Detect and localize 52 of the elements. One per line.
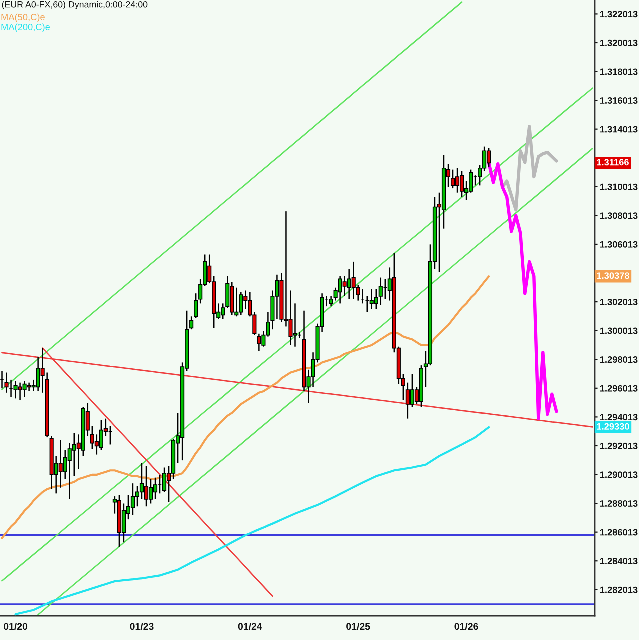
line-series bbox=[14, 426, 490, 616]
y-tick-label: 1.306013 bbox=[600, 241, 638, 248]
chart-title: (EUR A0-FX,60) Dynamic,0:00-24:00 bbox=[2, 1, 148, 10]
candlestick bbox=[153, 477, 158, 500]
x-tick-label: 01/24 bbox=[238, 622, 262, 630]
text: MA(50,C)e bbox=[2, 14, 45, 22]
candlestick bbox=[190, 316, 194, 330]
candlestick bbox=[162, 467, 167, 493]
y-tick-label: 1.322013 bbox=[600, 11, 638, 18]
y-tick-label: 1.318013 bbox=[600, 68, 638, 76]
line-series bbox=[2, 2, 463, 390]
y-tick-label: 1.316013 bbox=[600, 97, 638, 104]
y-tick-label: 1.290013 bbox=[600, 472, 638, 478]
y-tick-label: 1.286013 bbox=[600, 529, 638, 536]
candlestick bbox=[130, 482, 136, 516]
y-tick-label: 1.292013 bbox=[600, 442, 638, 450]
candlestick bbox=[450, 169, 456, 190]
y-tick-label: 1.282013 bbox=[600, 586, 638, 594]
y-tick-label: 1.310013 bbox=[600, 184, 638, 190]
candlestick bbox=[144, 466, 149, 508]
candlestick bbox=[140, 462, 144, 500]
x-tick-label: 01/26 bbox=[454, 622, 478, 630]
candlestick bbox=[135, 486, 140, 508]
annotation: 1.29330 bbox=[597, 423, 630, 430]
candlestick bbox=[460, 170, 464, 198]
y-tick-label: 1.308013 bbox=[600, 212, 638, 220]
candlestick bbox=[148, 478, 154, 504]
line-series bbox=[1, 276, 490, 540]
annotation: 1.30378 bbox=[597, 272, 630, 280]
candlestick bbox=[4, 372, 9, 394]
x-tick-label: 01/23 bbox=[130, 622, 154, 630]
y-tick-label: 1.300013 bbox=[600, 328, 638, 334]
y-tick-label: 1.314013 bbox=[600, 126, 638, 133]
line-series bbox=[500, 125, 558, 212]
y-tick-label: 1.298013 bbox=[600, 356, 638, 364]
y-tick-label: 1.296013 bbox=[600, 385, 638, 392]
y-tick-label: 1.294013 bbox=[600, 414, 638, 421]
line-series bbox=[2, 88, 594, 582]
x-tick-label: 01/20 bbox=[4, 622, 28, 630]
candlestick bbox=[194, 292, 198, 319]
text: 1.31166 bbox=[597, 159, 629, 166]
y-tick-label: 1.302013 bbox=[600, 298, 638, 306]
line-series bbox=[38, 148, 594, 616]
candlestick bbox=[378, 277, 383, 306]
candlestick bbox=[257, 333, 262, 352]
x-tick-label: 01/25 bbox=[346, 622, 370, 630]
text: MA(200,C)e bbox=[2, 24, 50, 32]
y-tick-label: 1.288013 bbox=[600, 500, 638, 507]
candlestick bbox=[374, 288, 378, 310]
y-tick-label: 1.284013 bbox=[600, 558, 638, 565]
y-tick-label: 1.320013 bbox=[600, 40, 638, 46]
candlestick bbox=[455, 168, 460, 194]
